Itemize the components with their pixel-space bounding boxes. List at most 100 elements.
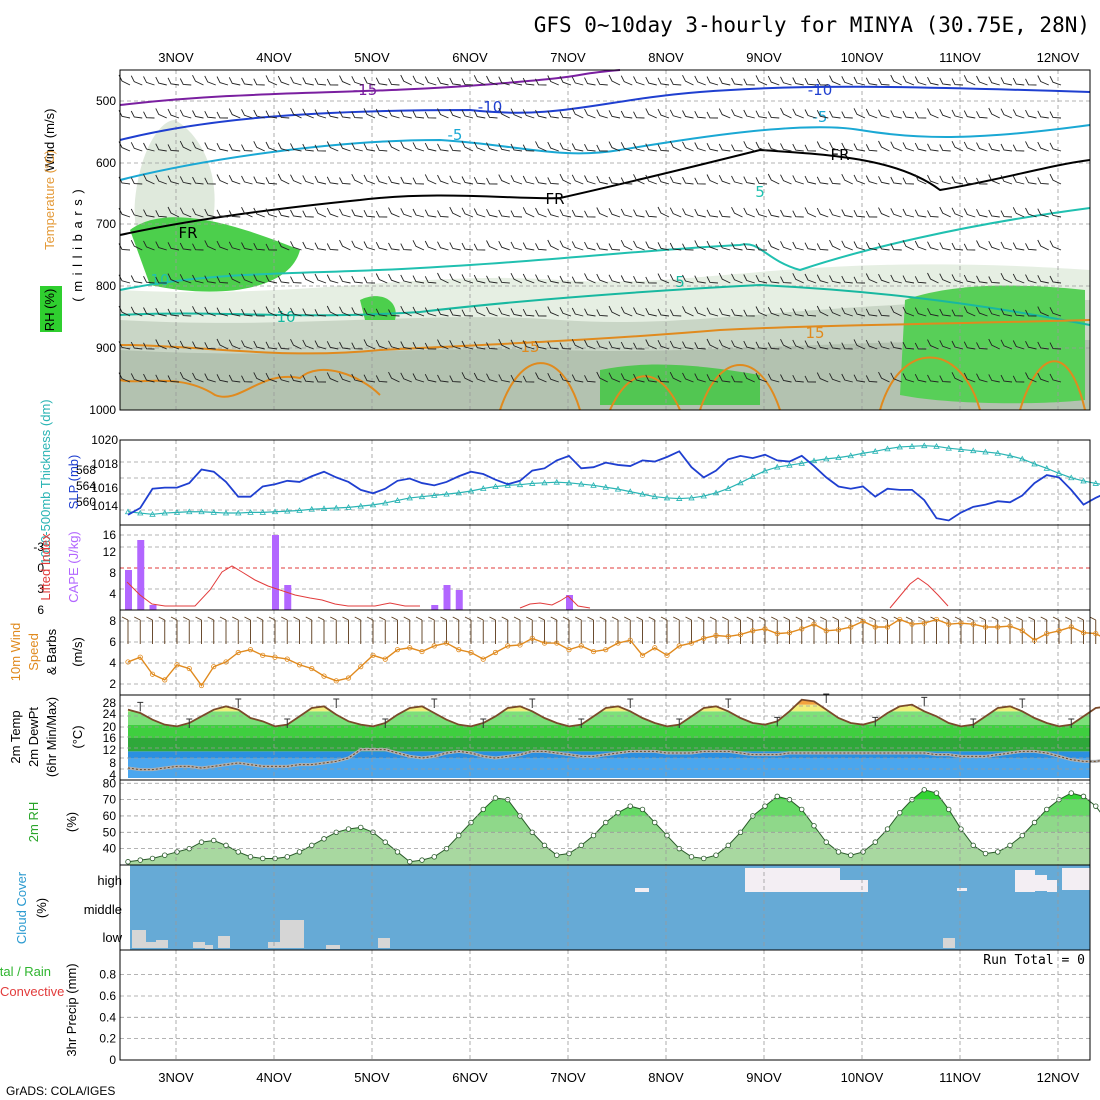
thickness-marker <box>774 463 781 470</box>
wind-barb <box>767 209 780 218</box>
wind-barb <box>1012 340 1025 350</box>
thickness-marker <box>847 452 854 459</box>
wind-barb <box>216 374 229 383</box>
wind-barb <box>473 208 486 218</box>
wind10-point <box>627 637 633 643</box>
wind10-point <box>884 624 891 630</box>
wind-barb <box>228 339 241 350</box>
wind10-point <box>615 640 621 646</box>
wind-barb <box>620 142 633 152</box>
wind-barb <box>192 110 204 119</box>
wind-barb <box>682 208 694 218</box>
wind-barb <box>486 306 498 317</box>
wind10-point <box>211 664 217 670</box>
wind-barb <box>1025 372 1037 383</box>
slp-grid <box>120 440 1090 525</box>
wind-barb <box>657 144 670 152</box>
wind-barb <box>290 107 302 119</box>
wind-barb <box>388 242 400 251</box>
wind-barb <box>437 143 449 152</box>
wind-barb <box>633 373 645 383</box>
temp-band <box>128 699 1090 705</box>
wind-barb <box>241 308 253 317</box>
rh2m-grid <box>120 780 1090 865</box>
wind10-point <box>713 632 719 639</box>
thickness-marker <box>614 485 622 492</box>
wind-barb <box>669 109 682 119</box>
wind-barb <box>424 307 437 317</box>
wind10-point <box>578 643 584 649</box>
wind-barb <box>277 142 290 152</box>
thickness-marker <box>296 507 303 513</box>
wind-barb <box>375 144 388 152</box>
rh2m-point <box>174 849 180 855</box>
cape-tick: 4 <box>109 587 116 601</box>
wind-barb <box>767 306 780 317</box>
wind-barb <box>865 77 878 86</box>
rh2m-point <box>664 832 670 839</box>
wind10-barb <box>158 616 166 644</box>
wind-barb <box>976 177 988 185</box>
wind-barb <box>290 143 302 152</box>
wind-barb <box>608 274 621 284</box>
wind10-barb <box>526 616 533 644</box>
wind-barb <box>437 210 449 218</box>
rh2m-ticks: 80 70 60 50 40 <box>103 776 117 855</box>
wind-barb <box>890 141 902 152</box>
wind-barb <box>326 274 339 284</box>
thickness-marker <box>369 501 377 508</box>
wind-barb <box>743 176 755 185</box>
wind-barb <box>155 174 167 185</box>
thickness-marker <box>198 508 205 515</box>
thickness-marker <box>541 479 548 486</box>
thickness-marker <box>676 495 683 501</box>
isotherm-label: -5 <box>813 108 828 126</box>
cloud-low-patch <box>156 940 168 948</box>
wind-barb <box>400 176 412 185</box>
wind-barb <box>1025 340 1037 350</box>
wind-barb <box>902 341 915 350</box>
rh2m-point <box>725 842 731 849</box>
wind-barb <box>388 340 400 350</box>
wind-barb <box>522 207 535 218</box>
wind10-point <box>701 635 707 641</box>
wind-barb <box>535 207 547 218</box>
wind-barb <box>841 209 853 218</box>
wind-barb <box>351 142 363 152</box>
wind-barb <box>633 76 645 86</box>
thickness-marker <box>1080 477 1087 484</box>
wind-barb <box>265 306 278 317</box>
wind-barb <box>963 372 976 383</box>
slp-series <box>124 442 1100 522</box>
wind10-speed-line <box>125 616 1100 689</box>
wind-barb <box>522 340 535 350</box>
rh2m-point <box>296 849 303 855</box>
wind-barb <box>363 209 376 218</box>
wind10-barb <box>170 616 178 644</box>
wind-barb <box>780 241 792 251</box>
thickness-marker <box>418 493 426 500</box>
wind-barb <box>302 77 314 86</box>
thickness-tick: 564 <box>76 479 96 493</box>
wind10-point <box>823 628 829 634</box>
wind-barb <box>718 143 731 152</box>
wind-barb <box>437 241 449 251</box>
cloud-clear-high <box>1062 868 1090 890</box>
wind-barb <box>976 373 988 383</box>
wind-barb <box>241 340 253 350</box>
thickness-marker <box>957 446 965 452</box>
wind-ticks: 8 6 4 2 <box>109 614 116 691</box>
wind-barb <box>939 242 951 251</box>
wind-barb <box>682 110 694 119</box>
wind-barb <box>755 110 768 119</box>
lifted-index-tick: -3 <box>33 540 44 554</box>
minmax-whisker <box>578 718 585 728</box>
wind10-barb <box>746 616 754 644</box>
wind-barb <box>326 78 339 86</box>
wind-barb <box>596 371 608 383</box>
wind-barb <box>841 275 853 284</box>
wind-barb <box>755 372 768 383</box>
wind-barb <box>963 341 976 350</box>
wind10-ylabel-3: & Barbs <box>44 628 59 675</box>
temp2m-tick: 8 <box>109 756 116 770</box>
